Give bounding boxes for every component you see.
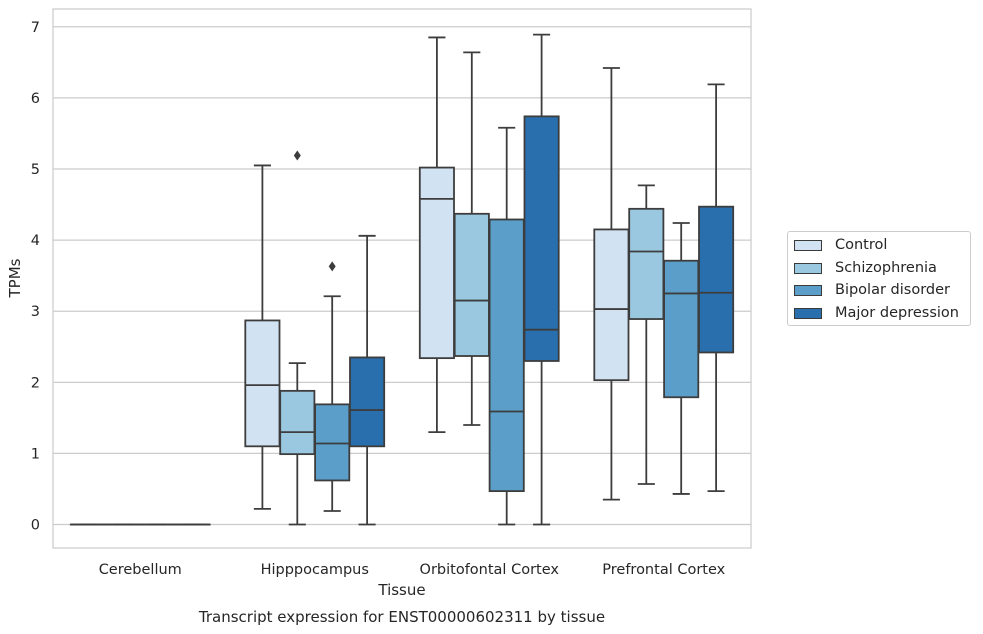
box-control-prefrontal-cortex bbox=[593, 67, 630, 501]
box-schizophrenia-prefrontal-cortex bbox=[628, 184, 665, 485]
y-tick-label-3: 3 bbox=[31, 304, 40, 320]
box-major-depression-prefrontal-cortex bbox=[698, 83, 735, 493]
box-major-depression-orbitofontal-cortex bbox=[523, 33, 560, 526]
legend-label-major-depression: Major depression bbox=[835, 305, 959, 321]
x-tick-label-prefrontal-cortex: Prefrontal Cortex bbox=[602, 562, 725, 578]
legend-item-schizophrenia: Schizophrenia bbox=[794, 257, 937, 279]
legend-swatch-bipolar-disorder bbox=[794, 284, 822, 296]
series-bipolar-disorder bbox=[139, 126, 700, 526]
box-major-depression-hipppocampus bbox=[349, 234, 386, 526]
box-iqr-schizophrenia-prefrontal-cortex bbox=[628, 207, 665, 320]
box-control-hipppocampus bbox=[244, 164, 281, 510]
box-iqr-schizophrenia-orbitofontal-cortex bbox=[453, 212, 490, 357]
x-tick-label-cerebellum: Cerebellum bbox=[99, 562, 182, 578]
x-tick-labels: Cerebellum Hipppocampus Orbitofontal Corte… bbox=[99, 562, 726, 578]
y-tick-labels: 0 1 2 3 4 5 6 7 bbox=[31, 20, 40, 534]
box-iqr-bipolar-disorder-prefrontal-cortex bbox=[663, 259, 700, 399]
legend-label-control: Control bbox=[835, 237, 888, 253]
y-axis-label: TPMs bbox=[6, 258, 24, 298]
legend-label-bipolar-disorder: Bipolar disorder bbox=[835, 282, 950, 298]
series-major-depression bbox=[174, 33, 735, 526]
box-control-orbitofontal-cortex bbox=[418, 36, 455, 433]
outlier-bipolar-disorder-hipppocampus-0 bbox=[328, 261, 336, 272]
plot-frame bbox=[52, 8, 752, 549]
legend-label-schizophrenia: Schizophrenia bbox=[835, 260, 937, 276]
series-schizophrenia bbox=[104, 51, 665, 526]
box-schizophrenia-orbitofontal-cortex bbox=[453, 51, 490, 426]
box-iqr-major-depression-orbitofontal-cortex bbox=[523, 115, 560, 362]
y-tick-label-2: 2 bbox=[31, 375, 40, 391]
y-tick-label-4: 4 bbox=[31, 233, 40, 249]
box-bipolar-disorder-hipppocampus bbox=[314, 261, 351, 512]
box-series bbox=[69, 33, 735, 526]
gridlines bbox=[53, 26, 751, 526]
chart-title: Transcript expression for ENST0000060231… bbox=[198, 608, 605, 626]
legend-swatch-control bbox=[794, 239, 822, 251]
y-tick-label-7: 7 bbox=[31, 20, 40, 36]
legend-swatch-schizophrenia bbox=[794, 262, 822, 274]
y-tick-label-1: 1 bbox=[31, 446, 40, 462]
y-tick-label-0: 0 bbox=[31, 518, 40, 534]
box-iqr-control-prefrontal-cortex bbox=[593, 228, 630, 382]
box-iqr-schizophrenia-hipppocampus bbox=[279, 389, 316, 456]
legend-swatch-major-depression bbox=[794, 307, 822, 319]
legend-item-bipolar-disorder: Bipolar disorder bbox=[794, 279, 950, 301]
box-bipolar-disorder-prefrontal-cortex bbox=[663, 222, 700, 495]
legend-item-major-depression: Major depression bbox=[794, 302, 959, 324]
x-axis-label: Tissue bbox=[377, 581, 425, 599]
box-iqr-major-depression-hipppocampus bbox=[349, 356, 386, 448]
x-tick-label-orbitofontal-cortex: Orbitofontal Cortex bbox=[420, 562, 560, 578]
legend-item-control: Control bbox=[794, 234, 887, 256]
outlier-schizophrenia-hipppocampus-0 bbox=[293, 150, 301, 161]
legend: Control Schizophrenia Bipolar disorder M… bbox=[787, 231, 971, 326]
box-iqr-control-orbitofontal-cortex bbox=[418, 166, 455, 360]
box-iqr-bipolar-disorder-orbitofontal-cortex bbox=[488, 218, 525, 493]
y-tick-label-6: 6 bbox=[31, 91, 40, 107]
box-iqr-control-hipppocampus bbox=[244, 319, 281, 448]
box-iqr-bipolar-disorder-hipppocampus bbox=[314, 403, 351, 482]
y-tick-label-5: 5 bbox=[31, 162, 40, 178]
box-bipolar-disorder-orbitofontal-cortex bbox=[488, 126, 525, 526]
box-iqr-major-depression-prefrontal-cortex bbox=[698, 205, 735, 354]
box-schizophrenia-hipppocampus bbox=[279, 150, 316, 526]
x-tick-label-hipppocampus: Hipppocampus bbox=[261, 562, 369, 578]
